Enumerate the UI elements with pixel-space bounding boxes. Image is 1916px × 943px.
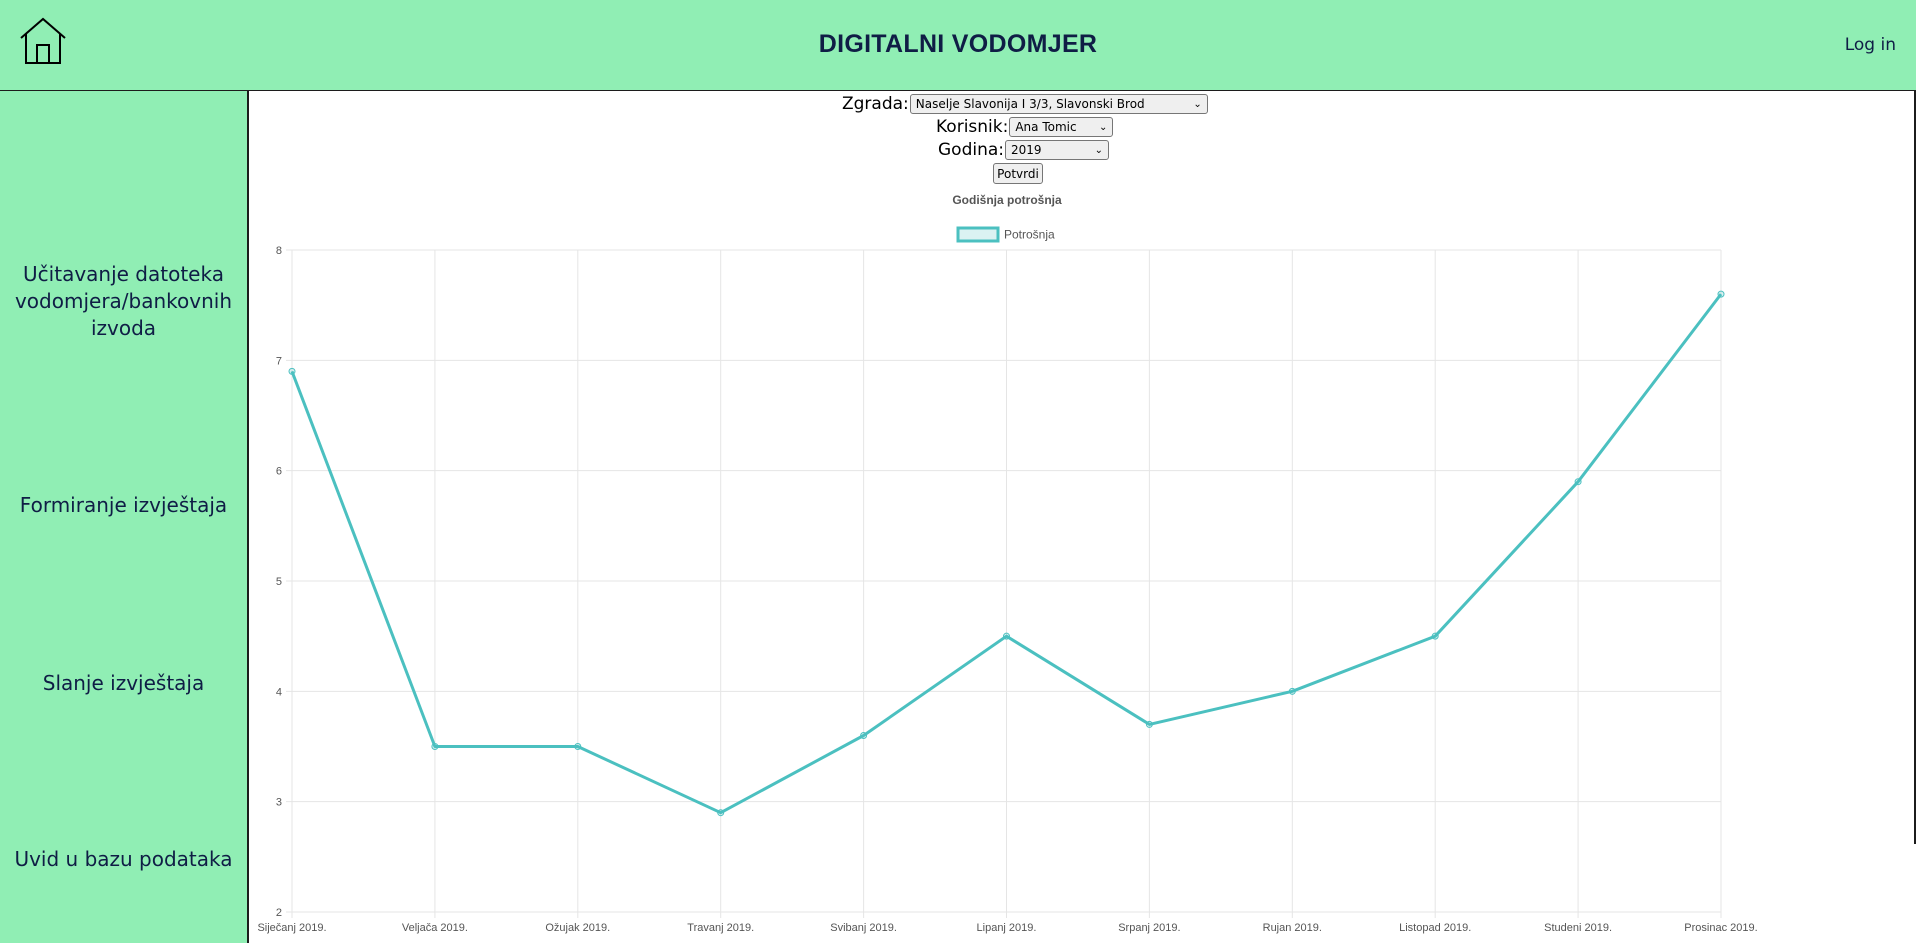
sidebar-item-label: izvoda xyxy=(90,316,157,340)
sidebar-item-database-view[interactable]: Uvid u bazu podataka xyxy=(0,846,247,873)
data-point[interactable] xyxy=(1288,687,1296,695)
korisnik-label: Korisnik: xyxy=(936,117,1009,137)
zgrada-row: Zgrada: Naselje Slavonija I 3/3, Slavons… xyxy=(842,94,1208,114)
chart-title: Godišnja potrošnja xyxy=(952,193,1062,207)
scrollbar-edge xyxy=(1914,91,1916,844)
sidebar-item-label: vodomjera/bankovnih xyxy=(14,289,233,313)
data-point[interactable] xyxy=(288,367,296,375)
sidebar-item-label: Uvid u bazu podataka xyxy=(14,847,233,871)
x-tick-label: Studeni 2019. xyxy=(1544,922,1612,934)
godina-select[interactable]: 2019 ⌄ xyxy=(1005,140,1110,160)
x-tick-label: Siječanj 2019. xyxy=(257,922,326,934)
chart-grid xyxy=(286,249,1722,918)
zgrada-label: Zgrada: xyxy=(842,94,909,114)
data-point[interactable] xyxy=(1574,478,1582,486)
x-tick-label: Srpanj 2019. xyxy=(1118,922,1180,934)
sidebar-item-send-report[interactable]: Slanje izvještaja xyxy=(0,670,247,697)
top-bar: DIGITALNI VODOMJER Log in xyxy=(0,0,1916,91)
x-tick-label: Rujan 2019. xyxy=(1263,922,1322,934)
zgrada-value: Naselje Slavonija I 3/3, Slavonski Brod xyxy=(915,97,1145,111)
data-point[interactable] xyxy=(574,743,582,750)
korisnik-row: Korisnik: Ana Tomic ⌄ xyxy=(936,117,1114,137)
x-tick-label: Listopad 2019. xyxy=(1399,922,1471,934)
series-points xyxy=(288,290,1725,817)
x-tick-label: Veljača 2019. xyxy=(402,922,468,934)
data-point[interactable] xyxy=(717,809,725,817)
godina-value: 2019 xyxy=(1011,143,1042,157)
sidebar-item-label: Formiranje izvještaja xyxy=(19,493,228,517)
y-axis-ticks: 2 3 4 5 6 7 8 xyxy=(276,245,282,919)
sidebar-item-label: Slanje izvještaja xyxy=(42,671,205,695)
data-point[interactable] xyxy=(1431,632,1439,640)
data-point[interactable] xyxy=(431,743,439,750)
data-point[interactable] xyxy=(1003,632,1010,640)
x-tick-label: Svibanj 2019. xyxy=(830,922,897,934)
sidebar-item-label: Učitavanje datoteka xyxy=(23,262,224,286)
legend-swatch xyxy=(956,226,1000,243)
chevron-down-icon: ⌄ xyxy=(1193,98,1202,110)
home-icon[interactable] xyxy=(18,16,68,66)
chevron-down-icon: ⌄ xyxy=(1098,121,1108,133)
godina-row: Godina: 2019 ⌄ xyxy=(938,140,1110,160)
y-tick-label: 5 xyxy=(276,576,282,588)
y-tick-label: 3 xyxy=(276,797,282,809)
korisnik-select[interactable]: Ana Tomic ⌄ xyxy=(1009,117,1114,137)
y-tick-label: 7 xyxy=(276,355,282,367)
korisnik-value: Ana Tomic xyxy=(1015,120,1077,134)
x-tick-label: Lipanj 2019. xyxy=(977,922,1037,934)
consumption-chart: Godišnja potrošnja Potrošnja 2 3 4 5 6 7 8 Sij… xyxy=(257,193,1757,934)
chevron-down-icon: ⌄ xyxy=(1094,144,1104,156)
data-point[interactable] xyxy=(860,731,868,739)
zgrada-select[interactable]: Naselje Slavonija I 3/3, Slavonski Brod … xyxy=(909,94,1208,114)
y-tick-label: 2 xyxy=(276,907,282,919)
series-lines xyxy=(290,293,1723,815)
x-tick-label: Prosinac 2019. xyxy=(1684,922,1757,934)
data-point[interactable] xyxy=(1717,290,1725,298)
app-title: DIGITALNI VODOMJER xyxy=(818,30,1098,58)
legend-label: Potrošnja xyxy=(1004,228,1055,242)
x-tick-label: Travanj 2019. xyxy=(687,922,754,934)
y-tick-label: 4 xyxy=(276,686,282,698)
y-tick-label: 8 xyxy=(276,245,282,257)
series-line xyxy=(290,293,1723,815)
sidebar-item-create-report[interactable]: Formiranje izvještaja xyxy=(0,492,247,519)
x-axis-ticks: Siječanj 2019. Veljača 2019. Ožujak 2019. T… xyxy=(257,922,1757,934)
sidebar: Učitavanje datoteka vodomjera/bankovnih … xyxy=(0,91,249,943)
login-link[interactable]: Log in xyxy=(1844,35,1896,55)
godina-label: Godina: xyxy=(938,140,1005,160)
sidebar-item-upload-files[interactable]: Učitavanje datoteka vodomjera/bankovnih … xyxy=(0,261,247,342)
y-tick-label: 6 xyxy=(276,466,282,478)
data-point[interactable] xyxy=(1145,720,1153,728)
x-tick-label: Ožujak 2019. xyxy=(545,922,610,934)
submit-button[interactable]: Potvrdi xyxy=(993,163,1043,184)
